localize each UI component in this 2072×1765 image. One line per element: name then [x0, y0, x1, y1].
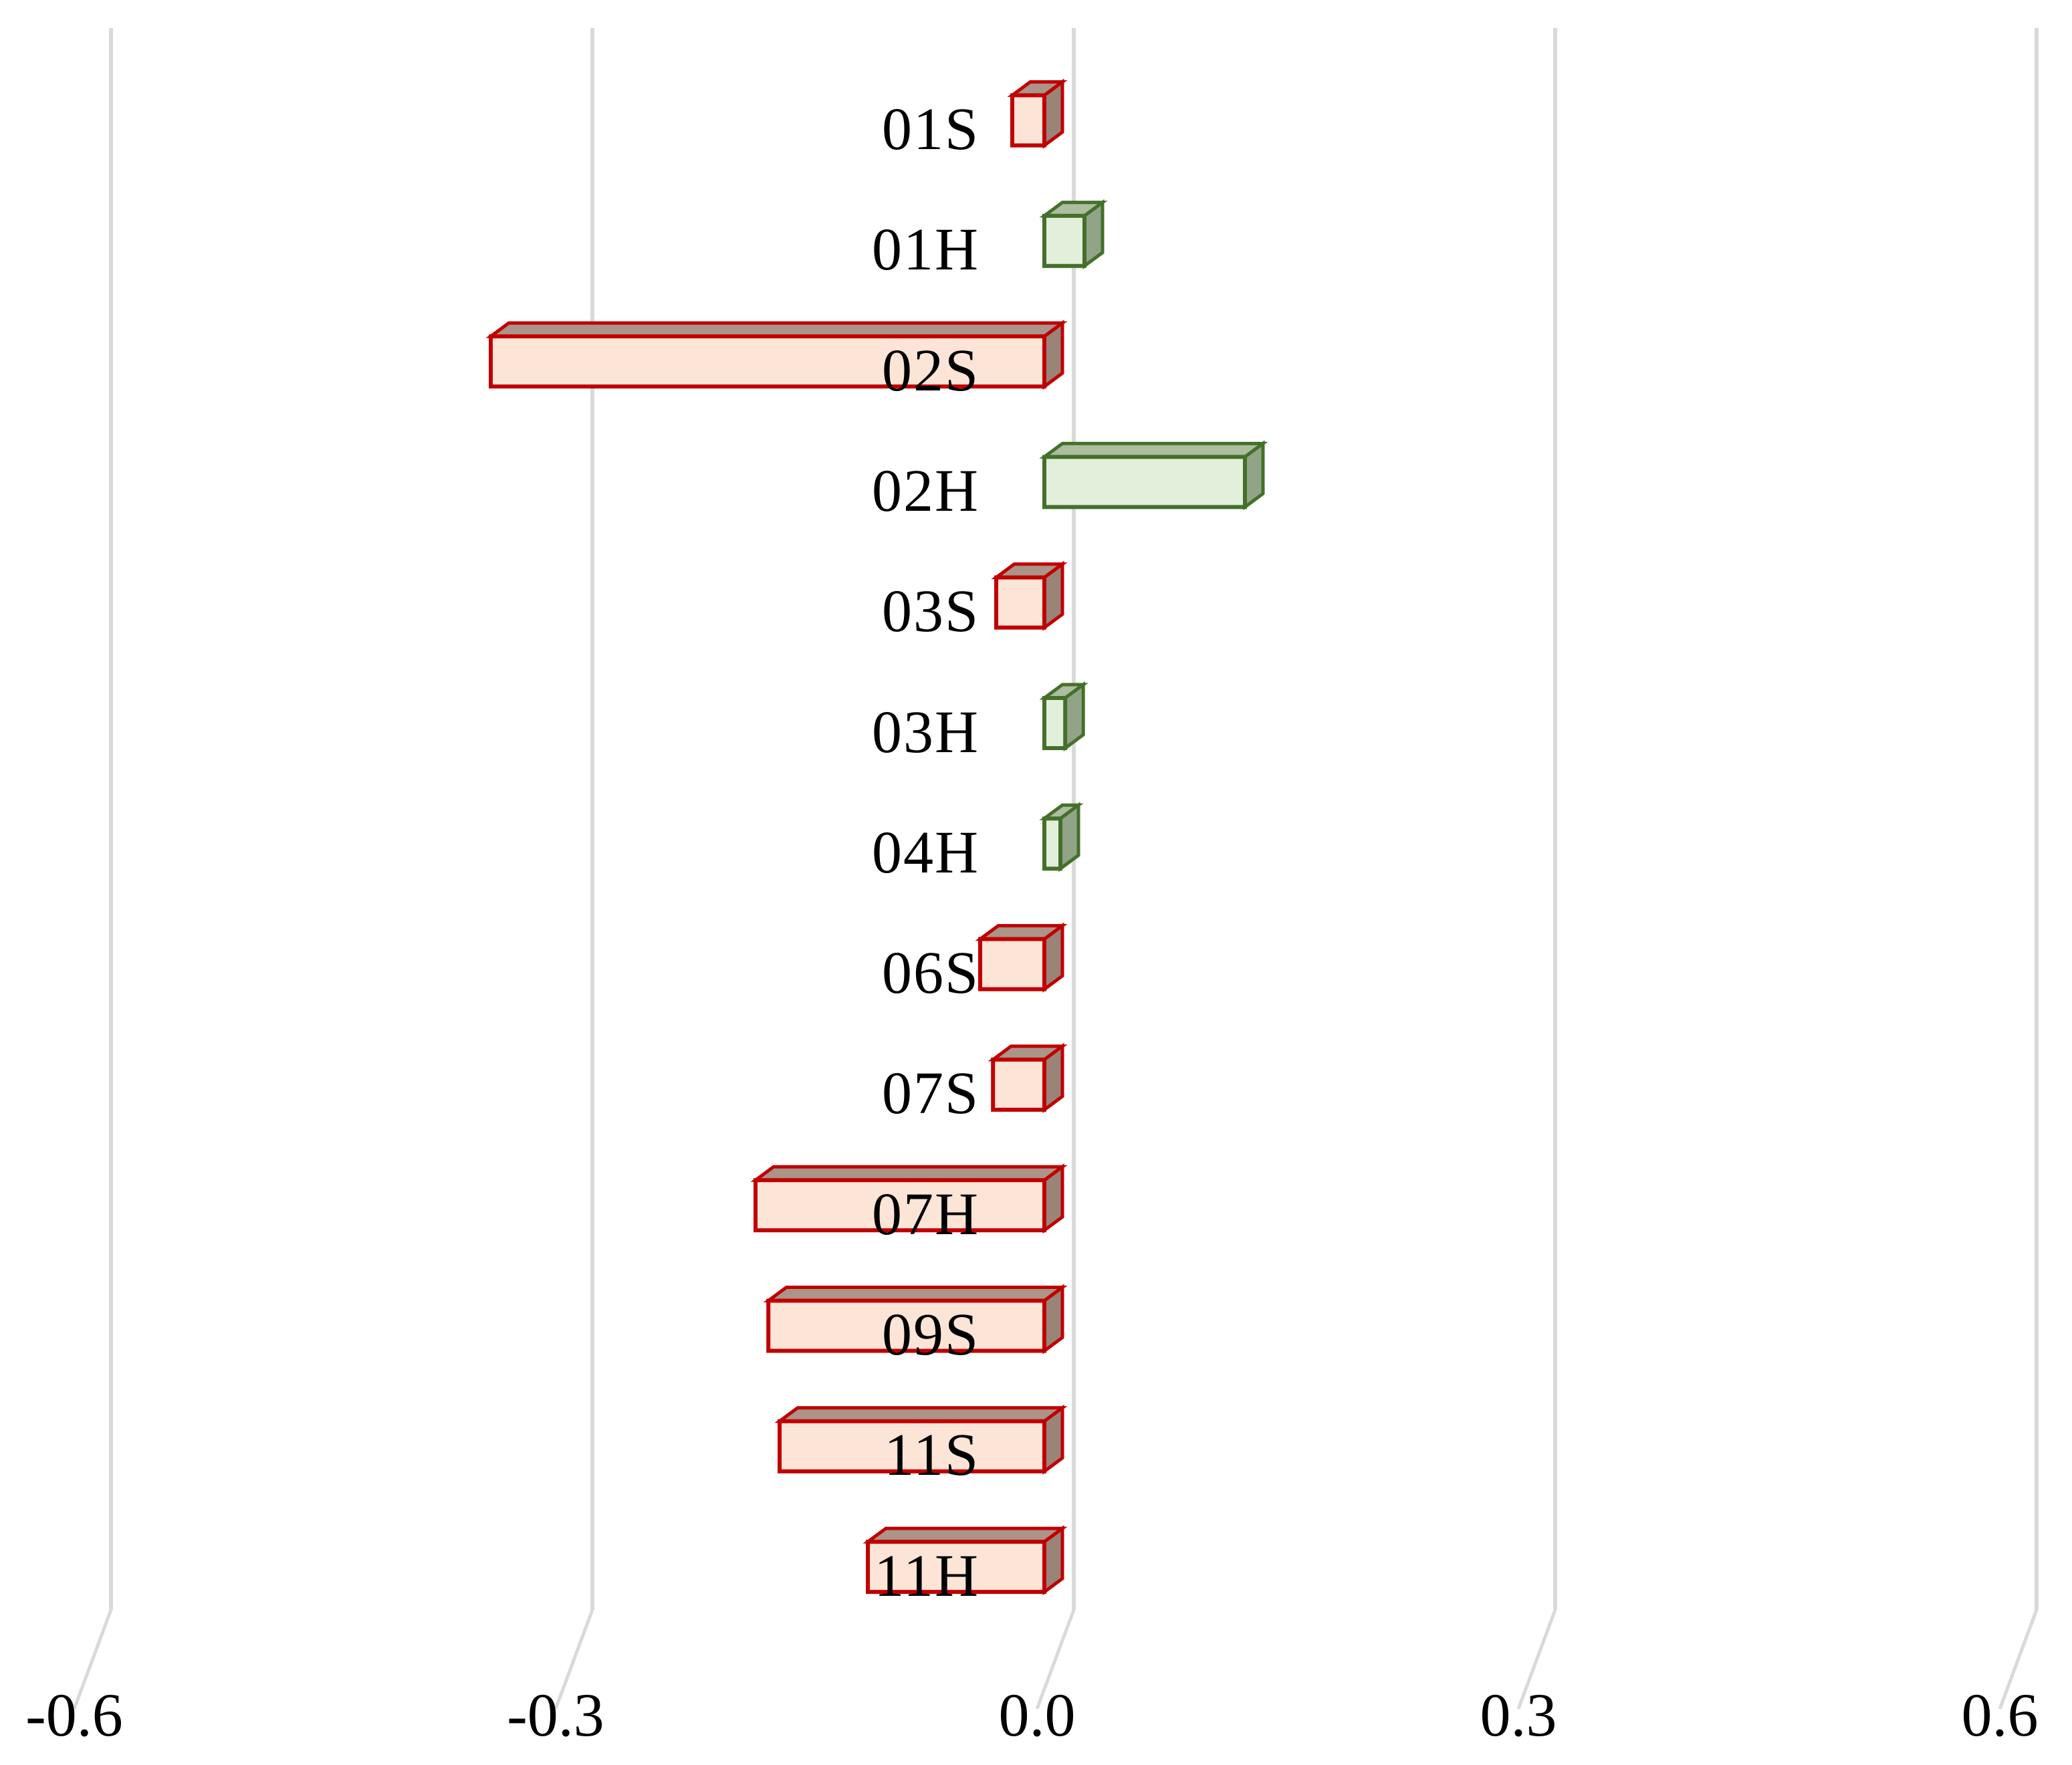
- category-label: 06S: [881, 940, 980, 1007]
- bar-front-face: [1042, 696, 1068, 750]
- category-label: 07H: [872, 1181, 980, 1248]
- bar-01H: [1039, 199, 1108, 269]
- bar-11H: [862, 1525, 1068, 1596]
- bar-front-face: [1042, 816, 1062, 871]
- bar-03S: [991, 560, 1068, 631]
- bar-side-face: [1042, 922, 1064, 993]
- bar-side-face: [1082, 199, 1105, 269]
- gridline-foot: [72, 1609, 113, 1710]
- category-label: 03S: [881, 578, 980, 645]
- bar-front-face: [1010, 93, 1046, 148]
- bar-01S: [1007, 78, 1068, 149]
- bar-side-face: [1042, 78, 1064, 149]
- category-label: 04H: [872, 819, 980, 886]
- bar-front-face: [991, 1057, 1046, 1112]
- x-tick-label: 0.6: [1961, 1681, 2039, 1749]
- bar-03H: [1039, 681, 1088, 751]
- bar-side-face: [1042, 1525, 1064, 1596]
- bar-front-face: [778, 1419, 1046, 1474]
- category-label: 11S: [884, 1422, 980, 1489]
- category-label: 01S: [881, 96, 980, 162]
- category-label: 09S: [881, 1302, 980, 1368]
- bar-09S: [763, 1284, 1068, 1355]
- bar-side-face: [1058, 802, 1080, 872]
- gridline-foot: [1998, 1609, 2039, 1710]
- category-label: 02H: [872, 457, 980, 524]
- x-tick-label: 0.3: [1480, 1681, 1557, 1749]
- bar-front-face: [1042, 213, 1086, 268]
- bar-side-face: [1042, 1404, 1064, 1475]
- bar-side-face: [1042, 1163, 1064, 1234]
- bar-front-face: [1042, 455, 1247, 509]
- bar-02S: [485, 320, 1068, 390]
- bar-front-face: [766, 1298, 1046, 1353]
- category-label: 03H: [872, 699, 980, 766]
- bar-04H: [1039, 802, 1084, 872]
- x-tick-label: 0.0: [998, 1681, 1076, 1749]
- bar-side-face: [1042, 320, 1064, 390]
- gridline-foot: [1516, 1609, 1557, 1710]
- bar-07H: [750, 1163, 1068, 1234]
- bar-07S: [988, 1042, 1068, 1113]
- bar-front-face: [754, 1178, 1046, 1233]
- bar-front-face: [489, 334, 1046, 389]
- bar-side-face: [1063, 681, 1085, 751]
- x-tick-label: -0.6: [25, 1681, 123, 1749]
- gridline-foot: [1035, 1609, 1076, 1710]
- bar-06S: [975, 922, 1068, 993]
- category-label: 07S: [881, 1060, 980, 1127]
- category-label: 11H: [874, 1542, 980, 1609]
- bar-front-face: [994, 575, 1046, 630]
- bar-side-face: [1042, 560, 1064, 631]
- x-tick-label: -0.3: [507, 1681, 604, 1749]
- bar-side-face: [1042, 1042, 1064, 1113]
- bar-02H: [1039, 440, 1268, 511]
- category-label: 01H: [872, 217, 980, 283]
- bar-front-face: [978, 937, 1046, 991]
- bar-side-face: [1243, 440, 1265, 511]
- bar-side-face: [1042, 1284, 1064, 1355]
- category-label: 02S: [881, 337, 980, 404]
- bar-front-face: [866, 1540, 1046, 1595]
- bar-11S: [774, 1404, 1068, 1475]
- gridline-foot: [554, 1609, 594, 1710]
